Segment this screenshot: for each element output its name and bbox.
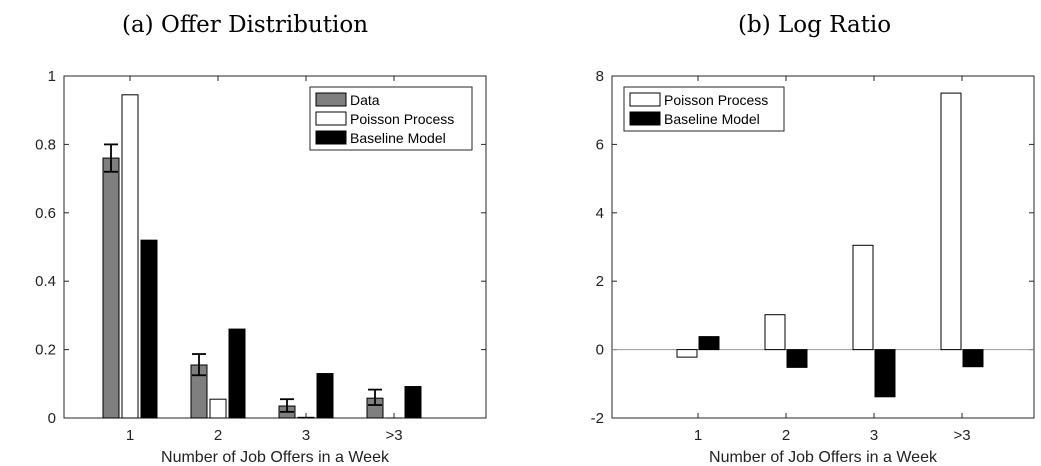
chart-a-ytick-label: 0.2 <box>35 342 56 359</box>
chart-a-x-axis-label: Number of Job Offers in a Week <box>161 449 390 466</box>
chart-b-legend-swatch <box>629 111 661 126</box>
chart-b-ytick-label: -2 <box>591 410 604 427</box>
chart-a-bar <box>102 157 120 419</box>
chart-a-legend-label: Poisson Process <box>350 111 454 127</box>
chart-a-legend-label: Baseline Model <box>350 130 446 146</box>
chart-b-ytick-label: 6 <box>596 136 604 153</box>
chart-a-bar <box>140 239 158 419</box>
chart-a-title: (a) Offer Distribution <box>122 12 369 38</box>
chart-a-legend: Data Poisson Process Baseline Model <box>309 86 473 151</box>
chart-a-legend-swatch <box>315 130 347 145</box>
chart-b-xtick-label: 3 <box>870 427 878 444</box>
chart-b-x-axis-label: Number of Job Offers in a Week <box>709 449 938 466</box>
chart-b-bar <box>940 92 962 351</box>
chart-a-plot: 0 0.2 0.4 0.6 0.8 1 1 2 3 >3 Number of Job Offers … <box>35 68 487 466</box>
chart-a-ytick-label: 0.4 <box>35 273 56 290</box>
chart-a-ytick-label: 0.8 <box>35 136 56 153</box>
chart-b-bar <box>698 336 720 351</box>
chart-a-legend-swatch <box>315 111 347 126</box>
chart-b-bar <box>874 349 896 398</box>
chart-b-bar <box>962 349 984 368</box>
chart-a-legend-swatch <box>315 92 347 107</box>
chart-a-bar <box>297 416 315 419</box>
chart-b-ytick-label: 0 <box>596 342 604 359</box>
chart-a-bar <box>121 94 139 419</box>
chart-a-bar <box>209 398 227 419</box>
chart-a-legend-label: Data <box>350 92 380 108</box>
chart-b-legend-label: Baseline Model <box>664 111 760 127</box>
chart-a-xtick-label: >3 <box>385 427 402 444</box>
chart-b-bar <box>786 349 808 368</box>
chart-b-bar <box>852 244 874 351</box>
chart-a-xtick-label: 3 <box>302 427 310 444</box>
chart-a-ytick-label: 1 <box>48 68 56 85</box>
chart-b-ytick-label: 8 <box>596 68 604 85</box>
chart-b-ytick-label: 4 <box>596 205 604 222</box>
chart-b-xtick-label: 2 <box>782 427 790 444</box>
chart-b-legend-label: Poisson Process <box>664 92 768 108</box>
chart-a-xtick-label: 1 <box>126 427 134 444</box>
chart-b-legend: Poisson Process Baseline Model <box>623 86 785 132</box>
chart-b-axes-box <box>611 75 1035 419</box>
chart-a-bar <box>404 386 422 419</box>
chart-a-ytick-label: 0 <box>48 410 56 427</box>
chart-a-bar <box>228 328 246 419</box>
chart-b-title: (b) Log Ratio <box>738 12 892 38</box>
chart-b-bar <box>676 349 698 358</box>
chart-b-xtick-label: 1 <box>694 427 702 444</box>
chart-a-axes-box <box>63 75 487 419</box>
chart-b-xtick-label: >3 <box>953 427 970 444</box>
chart-b-bar <box>764 314 786 351</box>
chart-b-legend-swatch <box>629 92 661 107</box>
chart-b-ytick-label: 2 <box>596 273 604 290</box>
chart-a-xtick-label: 2 <box>214 427 222 444</box>
chart-a-bar <box>316 373 334 419</box>
chart-b-plot: -2 0 2 4 6 8 1 2 3 >3 Number of Job Offers in a We… <box>591 68 1035 466</box>
chart-a-ytick-label: 0.6 <box>35 205 56 222</box>
